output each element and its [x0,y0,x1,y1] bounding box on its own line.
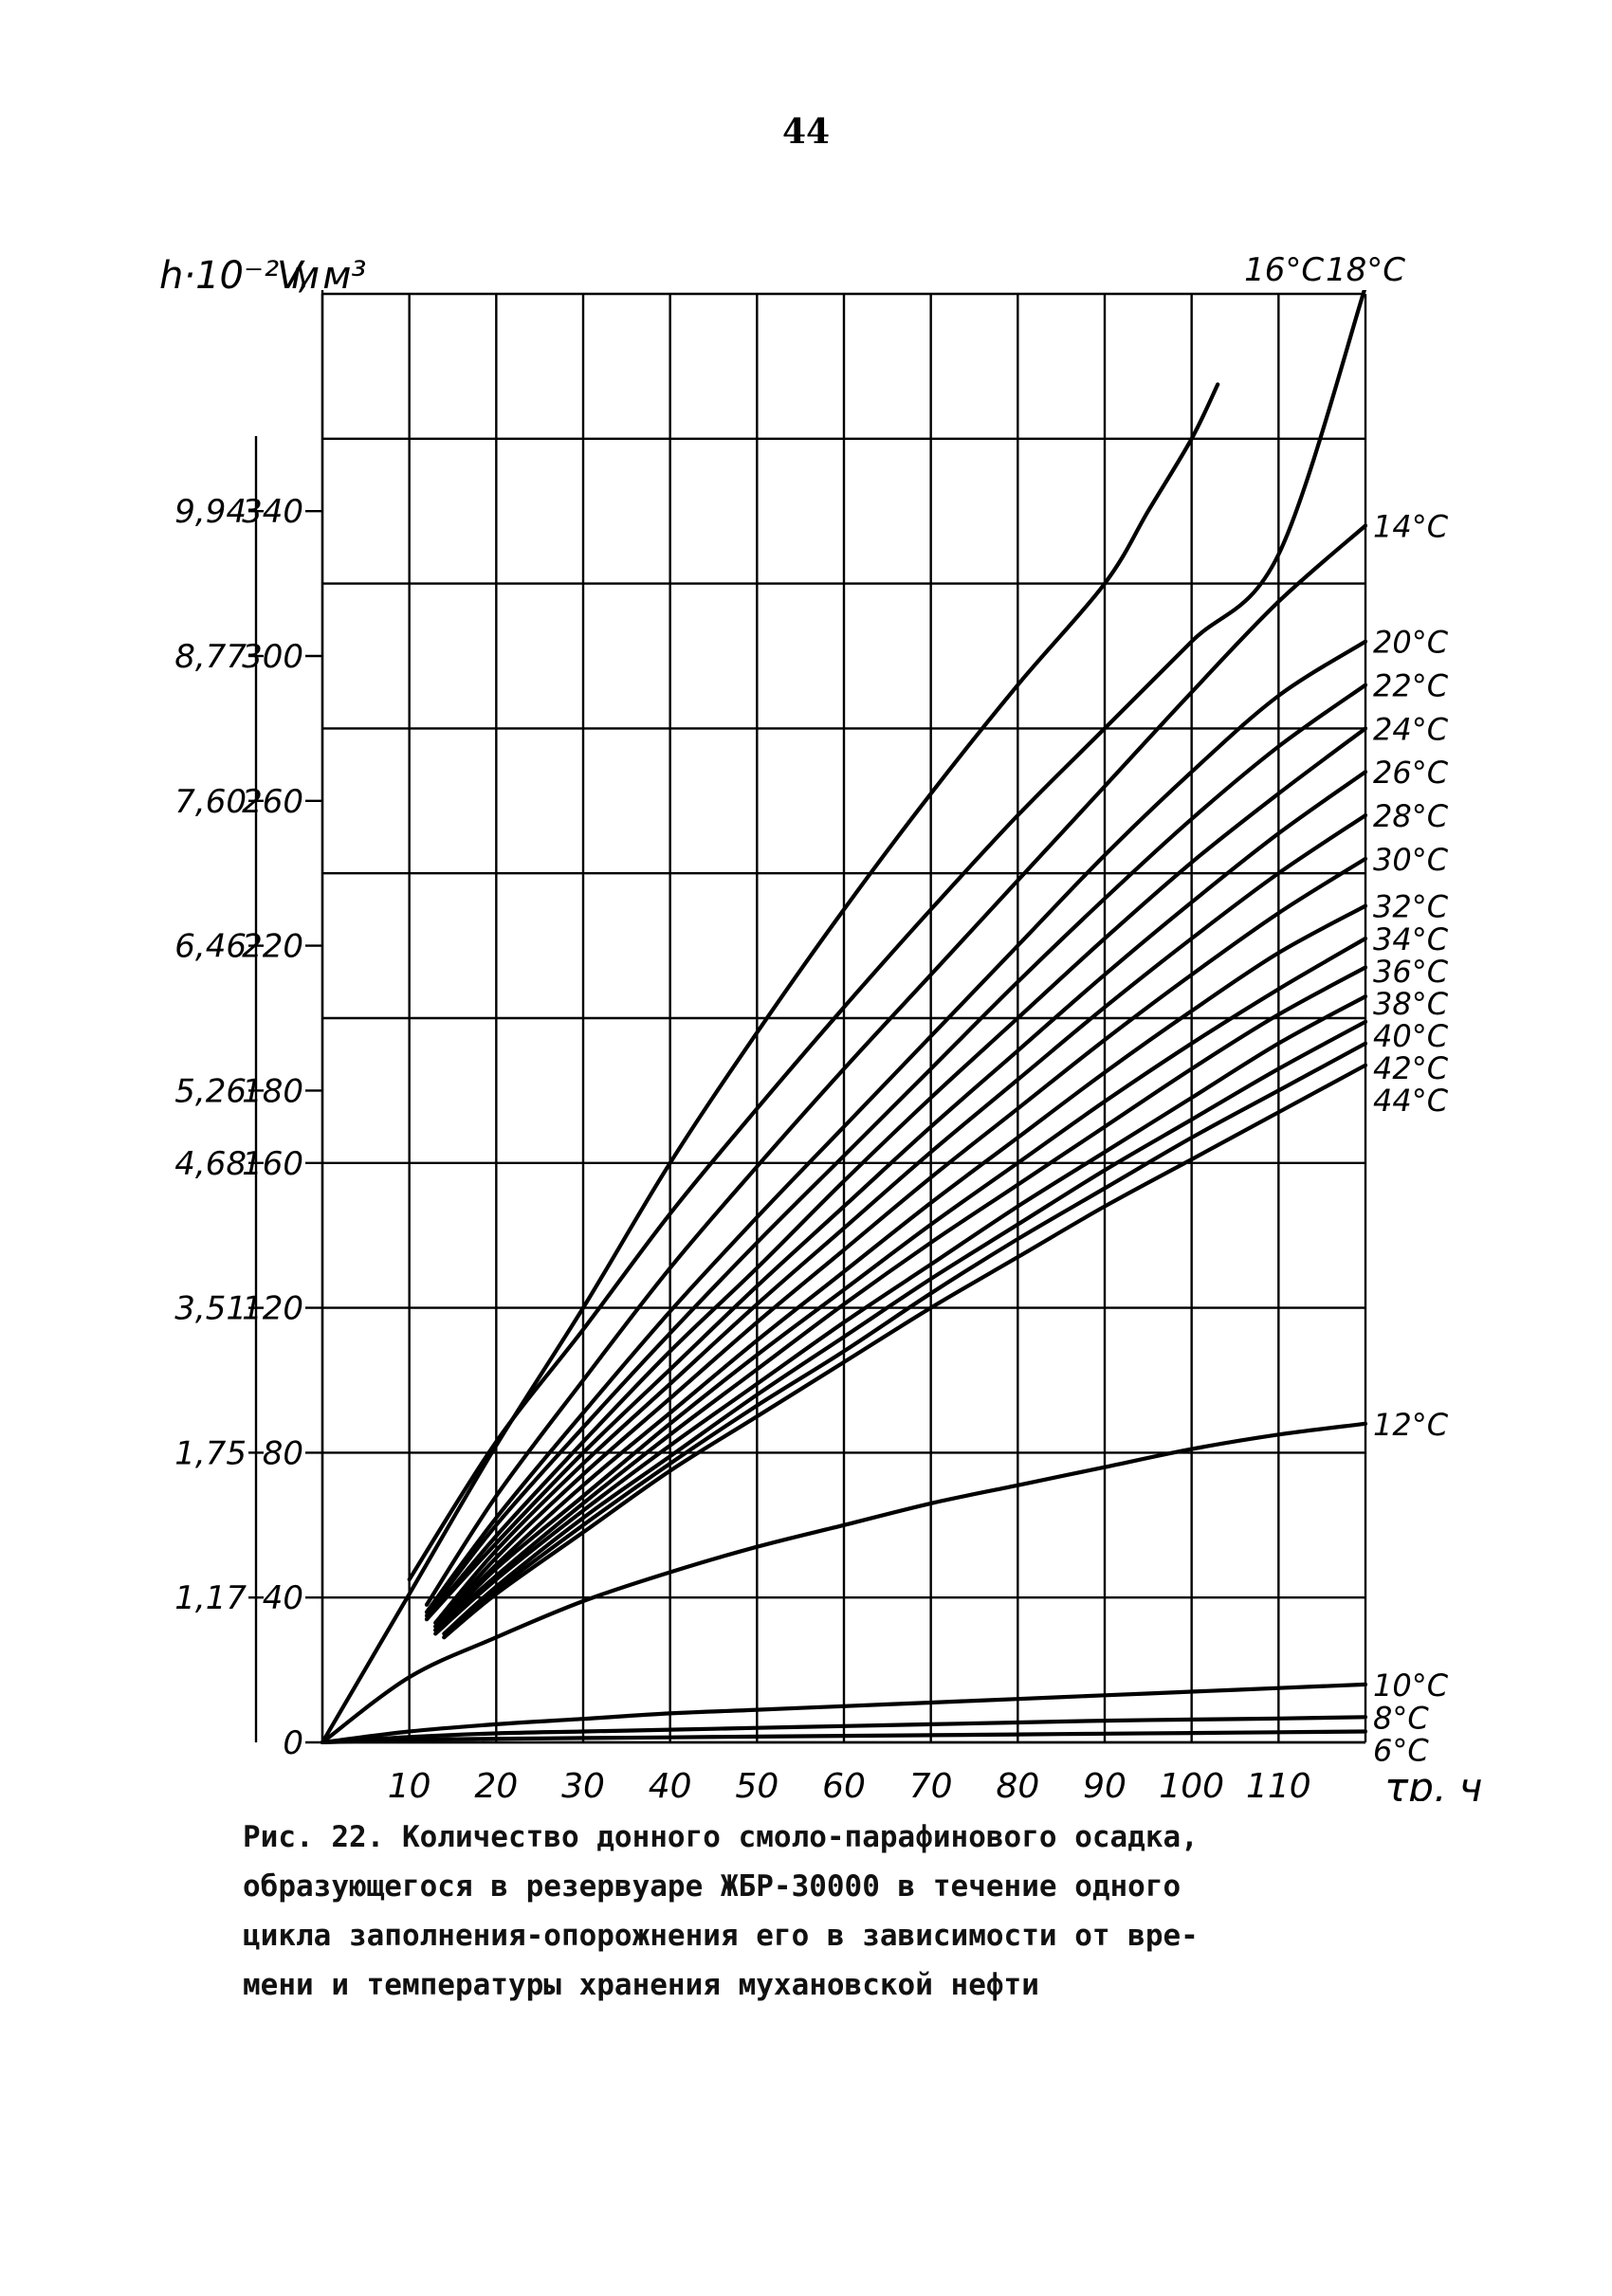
series-label-40c: 40°C [1373,1018,1449,1054]
series-label-36c: 36°C [1373,954,1449,990]
h-tick-label: 4,68 [174,1145,247,1183]
series-label-24c: 24°C [1373,711,1449,747]
series-label-12c: 12°C [1373,1407,1449,1443]
x-tick-label: 40 [649,1767,692,1801]
series-line-16c [321,382,1220,1744]
series-line-26c [424,770,1367,1622]
series-line-18c [407,290,1367,1582]
series-label-28c: 28°C [1373,798,1449,834]
h-tick-label: 8,77 [174,638,247,676]
x-tick-label: 110 [1246,1767,1311,1801]
series-line-10c [321,1682,1367,1744]
y-tick-label: 80 [263,1434,303,1472]
x-tick-label: 80 [996,1767,1039,1801]
series-label-6c: 6°C [1373,1732,1429,1768]
h-tick-label: 1,75 [174,1434,247,1472]
series-label-26c: 26°C [1373,755,1449,791]
grid [254,290,1367,1744]
x-axis-title: τр, ч [1384,1764,1482,1801]
series-label-34c: 34°C [1373,921,1449,957]
series-line-8c [321,1715,1367,1744]
h-tick-label: 3,51 [174,1290,247,1328]
h-tick-label: 6,46 [174,928,247,966]
series-line-22c [424,683,1367,1618]
tick-labels: 10 20 30 40 50 60 70 80 90 100 1100408012016018022… [174,493,1310,1801]
axis-titles: τр, ч V, м³h·10⁻² м [159,254,1482,1801]
y-axis-title: V, м³ [277,254,366,298]
y-tick-label: 40 [263,1579,303,1617]
h-tick-label: 9,94 [174,493,247,531]
x-tick-label: 30 [561,1767,605,1801]
x-tick-label: 20 [474,1767,518,1801]
chart: 10 20 30 40 50 60 70 80 90 100 1100408012016018022… [159,251,1482,1801]
series-label-44c: 44°C [1373,1083,1449,1119]
x-tick-label: 60 [822,1767,866,1801]
h-tick-label: 5,26 [174,1072,247,1110]
series-label-16c: 16°C [1244,251,1324,289]
series-label-42c: 42°C [1373,1050,1449,1086]
figure-caption: Рис. 22. Количество донного смоло-парафи… [243,1813,1324,2010]
h-axis-title: h·10⁻² м [159,254,320,298]
series-line-12c [321,1421,1367,1744]
series-line-28c [433,813,1367,1625]
x-tick-label: 90 [1083,1767,1127,1801]
series-label-32c: 32°C [1373,889,1449,925]
h-tick-label: 1,17 [174,1579,247,1617]
series-line-6c [321,1729,1367,1744]
series-label-20c: 20°C [1373,625,1449,661]
caption-line: мени и температуры хранения мухановской … [243,1968,1039,2002]
series-label-14c: 14°C [1373,508,1449,544]
series-line-30c [433,856,1367,1629]
y-tick-label: 0 [283,1724,303,1762]
x-tick-label: 100 [1159,1767,1224,1801]
series-label-18c: 18°C [1326,251,1405,289]
h-tick-label: 7,60 [174,783,247,821]
curves [321,290,1367,1744]
page-number: 44 [781,112,831,152]
series-line-44c [442,1063,1367,1640]
series-line-36c [433,965,1367,1632]
series-labels: 14°C 20°C 22°C 24°C 26°C 28°C 30°C 32°C34°C36°C… [1244,251,1449,1768]
series-line-42c [442,1041,1367,1640]
series-line-24c [424,726,1367,1622]
series-label-8c: 8°C [1373,1700,1429,1736]
series-line-20c [424,639,1367,1614]
caption-line: Рис. 22. Количество донного смоло-парафи… [243,1820,1199,1854]
series-line-40c [442,1019,1367,1636]
series-line-34c [433,936,1367,1632]
series-label-22c: 22°C [1373,668,1449,704]
series-line-14c [424,523,1367,1607]
series-label-10c: 10°C [1373,1667,1449,1704]
x-tick-label: 10 [388,1767,431,1801]
series-label-38c: 38°C [1373,986,1449,1022]
series-line-32c [433,903,1367,1629]
x-tick-label: 70 [909,1767,953,1801]
x-tick-label: 50 [735,1767,779,1801]
caption-line: цикла заполнения-опорожнения его в завис… [243,1919,1199,1953]
caption-line: образующегося в резервуаре ЖБР-30000 в т… [243,1869,1182,1904]
series-label-30c: 30°C [1373,842,1449,878]
series-line-38c [433,994,1367,1636]
